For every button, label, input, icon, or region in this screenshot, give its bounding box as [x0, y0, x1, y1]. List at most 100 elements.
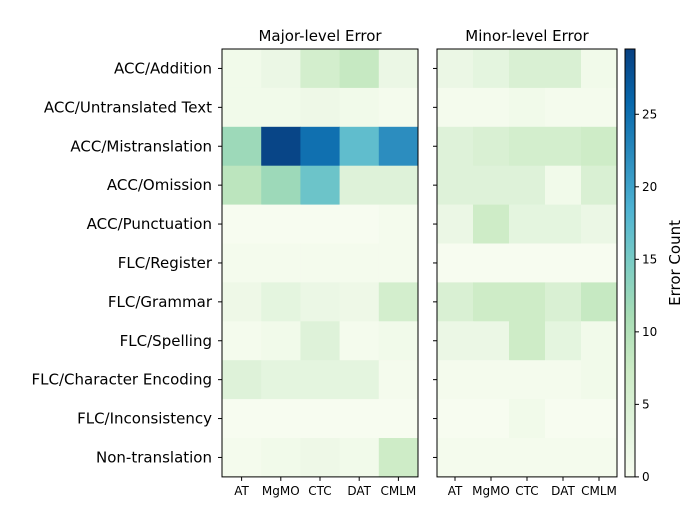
- heatmap-cell-major-r3-c4: [378, 165, 419, 205]
- heatmap-cell-major-r10-c4: [378, 438, 419, 478]
- heatmap-cell-major-r4-c1: [261, 204, 301, 244]
- heatmap-cell-minor-r2-c4: [581, 126, 618, 167]
- colorbar-tick-label-5: 25: [642, 107, 657, 121]
- heatmap-cell-minor-r7-c0: [437, 321, 474, 361]
- heatmap-cell-major-r0-c4: [378, 49, 419, 89]
- heatmap-cell-major-r4-c3: [339, 204, 380, 244]
- heatmap-cell-minor-r2-c1: [473, 126, 510, 167]
- heatmap-cell-major-r5-c2: [300, 243, 340, 283]
- heatmap-cell-major-r7-c3: [339, 321, 380, 361]
- heatmap-cell-minor-r1-c1: [473, 87, 510, 128]
- x-tick-label-major-1: MgMO: [262, 484, 300, 498]
- heatmap-cell-major-r8-c4: [378, 360, 419, 400]
- heatmap-cell-major-r0-c0: [222, 49, 262, 89]
- heatmap-cell-minor-r10-c2: [509, 438, 546, 478]
- colorbar: 0 5 10 15 20 25 Error Count: [624, 48, 684, 484]
- heatmap-cell-minor-r1-c4: [581, 87, 618, 128]
- heatmap-cell-minor-r9-c0: [437, 399, 474, 439]
- heatmap-cell-minor-r5-c2: [509, 243, 546, 283]
- heatmap-cell-major-r7-c2: [300, 321, 340, 361]
- colorbar-tick-label-0: 0: [642, 470, 650, 484]
- heatmap-cell-minor-r8-c3: [545, 360, 582, 400]
- row-label-5: FLC/Register: [118, 254, 213, 272]
- heatmap-cell-major-r1-c0: [222, 87, 262, 128]
- heatmap-cell-major-r6-c3: [339, 282, 380, 322]
- colorbar-label: Error Count: [666, 220, 684, 306]
- heatmap-cell-major-r4-c4: [378, 204, 419, 244]
- row-label-7: FLC/Spelling: [120, 332, 212, 350]
- heatmap-cell-major-r0-c2: [300, 49, 340, 89]
- heatmap-cell-minor-r5-c1: [473, 243, 510, 283]
- row-label-10: Non-translation: [96, 448, 212, 466]
- heatmap-cell-minor-r5-c4: [581, 243, 618, 283]
- heatmap-cell-major-r1-c2: [300, 87, 340, 128]
- heatmap-cell-minor-r0-c0: [437, 49, 474, 89]
- heatmap-cell-major-r2-c0: [222, 126, 262, 167]
- heatmap-cell-major-r2-c2: [300, 126, 340, 167]
- heatmap-cell-major-r5-c4: [378, 243, 419, 283]
- heatmap-cell-minor-r3-c0: [437, 165, 474, 205]
- row-label-4: ACC/Punctuation: [87, 215, 212, 233]
- x-tick-label-major-4: CMLM: [381, 484, 417, 498]
- panel-title-major: Major-level Error: [258, 27, 382, 45]
- heatmap-cell-major-r0-c1: [261, 49, 301, 89]
- heatmap-cell-minor-r3-c4: [581, 165, 618, 205]
- heatmap-cell-major-r1-c4: [378, 87, 419, 128]
- heatmap-cell-major-r9-c2: [300, 399, 340, 439]
- heatmap-cell-minor-r7-c3: [545, 321, 582, 361]
- heatmap-cell-major-r8-c3: [339, 360, 380, 400]
- heatmap-cell-minor-r10-c3: [545, 438, 582, 478]
- heatmap-cell-minor-r4-c0: [437, 204, 474, 244]
- heatmap-cell-major-r6-c2: [300, 282, 340, 322]
- x-tick-label-minor-1: MgMO: [472, 484, 510, 498]
- heatmap-cell-minor-r8-c4: [581, 360, 618, 400]
- heatmap-cell-minor-r9-c2: [509, 399, 546, 439]
- x-tick-label-major-0: AT: [234, 484, 249, 498]
- heatmap-cell-major-r1-c3: [339, 87, 380, 128]
- heatmap-cell-minor-r2-c3: [545, 126, 582, 167]
- row-label-3: ACC/Omission: [107, 176, 212, 194]
- heatmap-cell-minor-r8-c2: [509, 360, 546, 400]
- heatmap-cell-major-r2-c3: [339, 126, 380, 167]
- heatmap-cell-major-r2-c4: [378, 126, 419, 167]
- heatmap-cell-minor-r8-c0: [437, 360, 474, 400]
- heatmap-cell-major-r7-c4: [378, 321, 419, 361]
- heatmap-cell-minor-r6-c2: [509, 282, 546, 322]
- heatmap-cell-major-r7-c0: [222, 321, 262, 361]
- x-tick-label-minor-3: DAT: [551, 484, 575, 498]
- heatmap-cell-minor-r1-c0: [437, 87, 474, 128]
- heatmap-cell-minor-r6-c3: [545, 282, 582, 322]
- heatmap-cell-major-r4-c2: [300, 204, 340, 244]
- heatmap-cell-minor-r4-c4: [581, 204, 618, 244]
- heatmap-cell-minor-r0-c1: [473, 49, 510, 89]
- heatmap-cell-minor-r2-c2: [509, 126, 546, 167]
- heatmap-cell-major-r9-c3: [339, 399, 380, 439]
- colorbar-gradient: [624, 48, 636, 478]
- heatmap-cell-major-r2-c1: [261, 126, 301, 167]
- heatmap-cell-minor-r10-c4: [581, 438, 618, 478]
- heatmap-cell-major-r0-c3: [339, 49, 380, 89]
- heatmap-cell-major-r5-c0: [222, 243, 262, 283]
- heatmap-cell-major-r7-c1: [261, 321, 301, 361]
- heatmap-cell-minor-r0-c4: [581, 49, 618, 89]
- heatmap-cell-major-r4-c0: [222, 204, 262, 244]
- row-label-1: ACC/Untranslated Text: [44, 98, 212, 116]
- heatmap-cell-major-r10-c0: [222, 438, 262, 478]
- heatmap-cell-major-r1-c1: [261, 87, 301, 128]
- heatmap-cell-major-r8-c2: [300, 360, 340, 400]
- heatmap-cell-major-r9-c0: [222, 399, 262, 439]
- colorbar-tick-label-3: 15: [642, 252, 657, 266]
- heatmap-cell-major-r6-c0: [222, 282, 262, 322]
- heatmap-cell-minor-r3-c1: [473, 165, 510, 205]
- heatmap-cell-minor-r6-c4: [581, 282, 618, 322]
- heatmap-cell-minor-r1-c3: [545, 87, 582, 128]
- heatmap-cell-minor-r2-c0: [437, 126, 474, 167]
- x-tick-label-minor-0: AT: [448, 484, 463, 498]
- heatmap-cell-minor-r4-c3: [545, 204, 582, 244]
- heatmap-cell-minor-r0-c2: [509, 49, 546, 89]
- heatmap-cell-minor-r5-c3: [545, 243, 582, 283]
- heatmap-cell-minor-r5-c0: [437, 243, 474, 283]
- heatmap-cell-major-r3-c1: [261, 165, 301, 205]
- heatmap-cell-major-r8-c0: [222, 360, 262, 400]
- major-level-panel: Major-level Error AT MgMO CTC DAT CMLM: [218, 27, 419, 498]
